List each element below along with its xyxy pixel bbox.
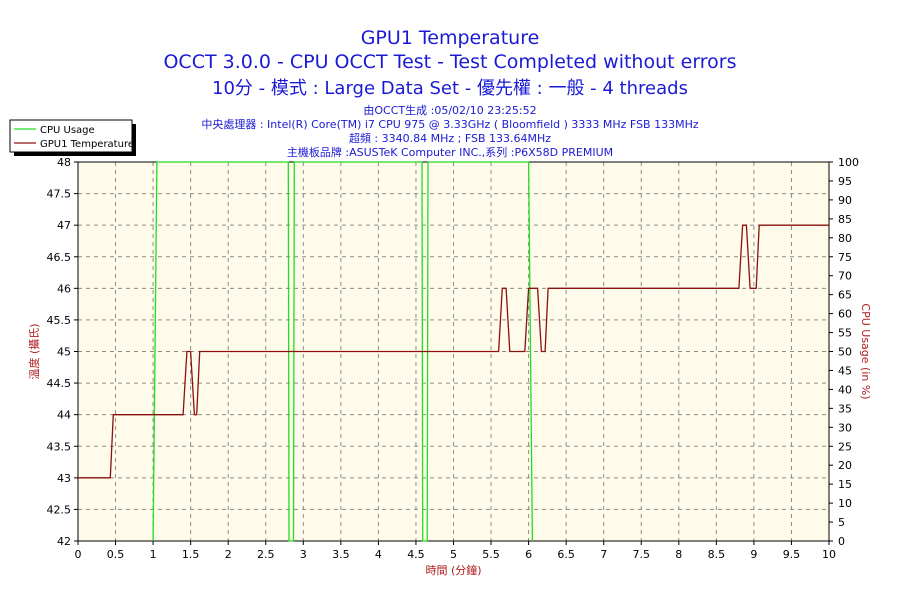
x-tick-label: 0.5 (107, 548, 125, 561)
y-right-tick-label: 20 (838, 459, 852, 472)
y-right-tick-label: 50 (838, 346, 852, 359)
y-right-tick-label: 95 (838, 175, 852, 188)
y-left-tick-label: 43 (57, 472, 71, 485)
legend-label: GPU1 Temperature (40, 139, 134, 150)
x-tick-label: 9 (750, 548, 757, 561)
y-right-tick-label: 40 (838, 383, 852, 396)
y-right-tick-label: 70 (838, 270, 852, 283)
y-right-tick-label: 75 (838, 251, 852, 264)
y-right-tick-label: 25 (838, 440, 852, 453)
y-right-tick-label: 55 (838, 327, 852, 340)
legend: CPU Usage GPU1 Temperature (9, 119, 136, 156)
y-left-tick-label: 47.5 (47, 188, 72, 201)
x-tick-label: 2 (225, 548, 232, 561)
chart-subtitle-mode: 10分 - 模式 : Large Data Set - 優先權 : 一般 - 4… (212, 78, 688, 99)
y-axis-right-label: CPU Usage (in %) (859, 303, 872, 399)
x-tick-label: 7.5 (633, 548, 651, 561)
info-overclock-line: 超頻 : 3340.84 MHz ; FSB 133.64MHz (348, 132, 552, 145)
x-tick-label: 0 (75, 548, 82, 561)
legend-box (9, 119, 133, 153)
x-tick-label: 8 (675, 548, 682, 561)
y-right-tick-label: 45 (838, 364, 852, 377)
y-right-tick-label: 60 (838, 308, 852, 321)
x-tick-label: 4 (375, 548, 382, 561)
y-right-tick-label: 5 (838, 516, 845, 529)
x-tick-label: 6.5 (557, 548, 575, 561)
y-left-tick-label: 43.5 (47, 440, 72, 453)
x-tick-label: 1 (150, 548, 157, 561)
y-left-tick-label: 48 (57, 156, 71, 169)
cpu-usage-line (152, 161, 534, 542)
y-right-tick-label: 80 (838, 232, 852, 245)
x-tick-label: 2.5 (257, 548, 275, 561)
info-cpu-line: 中央處理器 : Intel(R) Core(TM) i7 CPU 975 @ 3… (201, 118, 699, 131)
y-left-tick-label: 42.5 (47, 503, 72, 516)
x-tick-label: 4.5 (407, 548, 425, 561)
x-tick-label: 5.5 (482, 548, 500, 561)
x-tick-label: 10 (822, 548, 836, 561)
y-axis-left-label: 溫度 (攝氏) (27, 323, 41, 379)
x-tick-label: 9.5 (783, 548, 801, 561)
x-tick-label: 8.5 (708, 548, 726, 561)
x-axis-label: 時間 (分鐘) (425, 563, 481, 577)
y-right-tick-label: 30 (838, 421, 852, 434)
y-right-tick-label: 90 (838, 194, 852, 207)
legend-label: CPU Usage (40, 125, 95, 136)
info-motherboard-line: 主機板品牌 :ASUSTeK Computer INC.,系列 :P6X58D … (286, 146, 614, 159)
x-tick-label: 7 (600, 548, 607, 561)
y-left-tick-label: 42 (57, 535, 71, 548)
y-left-tick-label: 47 (57, 219, 71, 232)
y-left-tick-label: 44.5 (47, 377, 72, 390)
y-right-tick-label: 10 (838, 497, 852, 510)
chart-subtitle-test: OCCT 3.0.0 - CPU OCCT Test - Test Comple… (163, 51, 737, 73)
gpu-temperature-line (78, 224, 829, 479)
x-tick-label: 1.5 (182, 548, 200, 561)
y-right-tick-label: 85 (838, 213, 852, 226)
y-left-tick-label: 46 (57, 282, 71, 295)
y-left-tick-label: 44 (57, 409, 71, 422)
y-left-tick-label: 45.5 (47, 314, 72, 327)
y-right-tick-label: 65 (838, 289, 852, 302)
x-tick-label: 5 (450, 548, 457, 561)
x-tick-label: 6 (525, 548, 532, 561)
y-left-tick-label: 45 (57, 346, 71, 359)
y-right-tick-label: 35 (838, 402, 852, 415)
y-right-tick-label: 0 (838, 535, 845, 548)
y-left-tick-label: 46.5 (47, 251, 72, 264)
y-right-tick-label: 15 (838, 478, 852, 491)
info-generated-line: 由OCCT生成 :05/02/10 23:25:52 (363, 104, 537, 117)
chart-title: GPU1 Temperature (360, 27, 540, 49)
y-right-tick-label: 100 (838, 156, 859, 169)
x-tick-label: 3 (300, 548, 307, 561)
x-tick-label: 3.5 (332, 548, 350, 561)
